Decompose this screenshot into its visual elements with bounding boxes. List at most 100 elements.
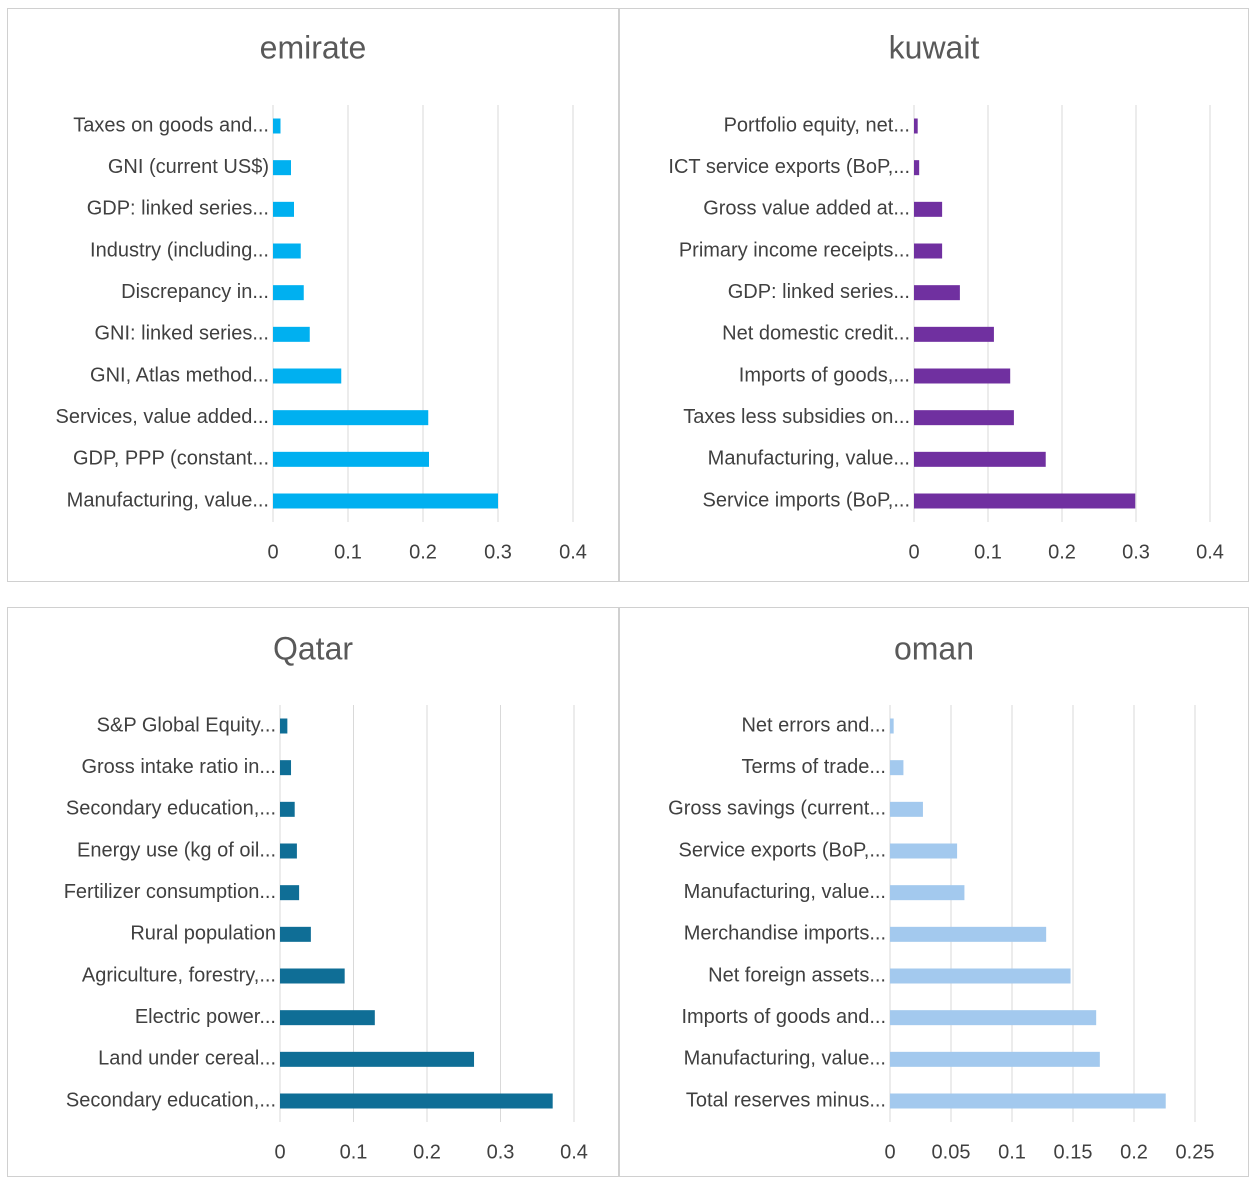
bar: [280, 968, 345, 984]
chart: oman 0 0.05 0.1 0.15 0.2 0.25 Total reserves mi…: [619, 607, 1249, 1177]
chart-title: Qatar: [273, 630, 353, 666]
bar: [890, 1093, 1166, 1109]
y-tick-label: Service imports (BoP,...: [703, 489, 910, 511]
x-tick-label: 0.3: [487, 1141, 515, 1163]
y-tick-label: Portfolio equity, net...: [724, 114, 910, 136]
y-tick-label: Net errors and...: [741, 714, 886, 736]
x-tick-label: 0.1: [334, 541, 362, 563]
y-tick-label: Terms of trade...: [742, 756, 887, 778]
x-tick-label: 0: [274, 1141, 285, 1163]
y-tick-label: Imports of goods and...: [681, 1006, 886, 1028]
bar: [280, 1051, 475, 1067]
x-tick-label: 0.1: [340, 1141, 368, 1163]
bar: [280, 926, 311, 942]
bar: [890, 1051, 1100, 1067]
bar: [273, 160, 291, 176]
y-tick-label: Rural population: [130, 923, 276, 945]
y-tick-label: Gross savings (current...: [668, 798, 886, 820]
bar: [890, 843, 958, 859]
y-tick-label: Manufacturing, value...: [708, 448, 910, 470]
bar: [280, 760, 292, 776]
bar: [914, 493, 1136, 509]
chart: Qatar 0 0.1 0.2 0.3 0.4 Secondary education,..…: [7, 607, 619, 1177]
bar: [914, 451, 1046, 467]
bar: [273, 118, 281, 134]
x-tick-label: 0.2: [413, 1141, 441, 1163]
y-tick-label: Electric power...: [135, 1006, 276, 1028]
bar: [914, 368, 1011, 384]
y-tick-label: ICT service exports (BoP,...: [668, 156, 910, 178]
bar: [914, 160, 920, 176]
bar: [280, 843, 297, 859]
y-tick-label: GNI, Atlas method...: [90, 364, 269, 386]
bar: [280, 885, 300, 901]
bar: [273, 368, 342, 384]
y-tick-label: S&P Global Equity...: [97, 714, 276, 736]
y-tick-label: Manufacturing, value...: [684, 881, 886, 903]
bar: [914, 201, 943, 217]
y-tick-label: Energy use (kg of oil...: [77, 839, 276, 861]
y-tick-label: Service exports (BoP,...: [679, 839, 887, 861]
y-tick-label: Taxes less subsidies on...: [683, 406, 910, 428]
x-tick-label: 0.4: [1196, 541, 1224, 563]
y-tick-label: GNI: linked series...: [94, 323, 269, 345]
y-tick-label: Total reserves minus...: [686, 1089, 886, 1111]
y-tick-label: Taxes on goods and...: [73, 114, 269, 136]
bar: [273, 451, 429, 467]
y-tick-label: Agriculture, forestry,...: [82, 964, 276, 986]
bar: [914, 243, 943, 259]
y-tick-label: GDP: linked series...: [87, 198, 269, 220]
y-tick-label: Manufacturing, value...: [684, 1048, 886, 1070]
bar: [890, 885, 965, 901]
x-tick-label: 0.05: [932, 1141, 971, 1163]
y-tick-label: Manufacturing, value...: [67, 489, 269, 511]
y-tick-label: GDP: linked series...: [728, 281, 910, 303]
bar: [280, 718, 288, 734]
bar: [273, 201, 294, 217]
bar: [914, 285, 960, 301]
x-tick-label: 0.4: [560, 1141, 588, 1163]
bar: [890, 760, 904, 776]
chart-title: oman: [894, 630, 974, 666]
y-tick-label: Net domestic credit...: [722, 323, 910, 345]
y-tick-label: Gross intake ratio in...: [81, 756, 276, 778]
y-tick-label: Services, value added...: [56, 406, 269, 428]
bar: [273, 410, 429, 426]
x-tick-label: 0.2: [1048, 541, 1076, 563]
x-tick-label: 0.1: [998, 1141, 1026, 1163]
y-tick-label: GDP, PPP (constant...: [73, 448, 269, 470]
bar: [273, 326, 310, 342]
y-tick-label: Secondary education,...: [66, 1089, 276, 1111]
chart: kuwait 0 0.1 0.2 0.3 0.4 Service imports (BoP,…: [619, 8, 1249, 582]
y-tick-label: Gross value added at...: [703, 198, 910, 220]
y-tick-label: Primary income receipts...: [679, 239, 910, 261]
x-tick-label: 0.15: [1054, 1141, 1093, 1163]
y-tick-label: Land under cereal...: [98, 1048, 276, 1070]
y-tick-label: GNI (current US$): [108, 156, 269, 178]
bar: [273, 493, 498, 509]
bar: [890, 801, 923, 817]
chart-title: emirate: [260, 29, 367, 65]
bar: [280, 1010, 375, 1026]
bar: [890, 968, 1071, 984]
x-tick-label: 0: [884, 1141, 895, 1163]
y-tick-label: Discrepancy in...: [121, 281, 269, 303]
x-tick-label: 0.2: [1120, 1141, 1148, 1163]
x-tick-label: 0.25: [1176, 1141, 1215, 1163]
bar: [914, 326, 994, 342]
x-tick-label: 0: [908, 541, 919, 563]
x-tick-label: 0: [267, 541, 278, 563]
y-tick-label: Imports of goods,...: [739, 364, 910, 386]
x-tick-label: 0.4: [559, 541, 587, 563]
x-tick-label: 0.2: [409, 541, 437, 563]
x-tick-label: 0.1: [974, 541, 1002, 563]
y-tick-label: Industry (including...: [90, 239, 269, 261]
bar: [914, 410, 1014, 426]
y-tick-label: Secondary education,...: [66, 798, 276, 820]
x-tick-label: 0.3: [1122, 541, 1150, 563]
chart-title: kuwait: [889, 29, 980, 65]
y-tick-label: Merchandise imports...: [684, 923, 886, 945]
bar: [890, 718, 894, 734]
bar: [273, 243, 301, 259]
